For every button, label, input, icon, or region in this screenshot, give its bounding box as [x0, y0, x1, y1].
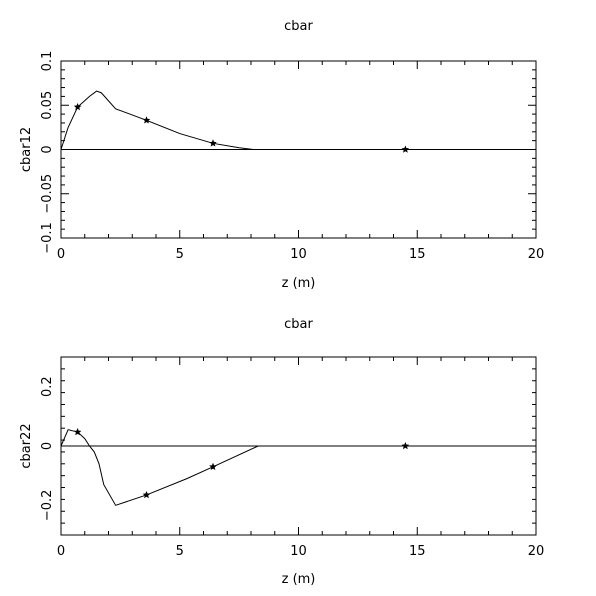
y-axis-label: cbar12	[19, 127, 34, 172]
y-tick-label: −0.05	[40, 174, 55, 214]
y-axis-label: cbar22	[19, 423, 34, 468]
series-marker	[401, 145, 410, 153]
x-tick-label: 0	[57, 544, 65, 559]
x-axis-label: z (m)	[282, 276, 316, 291]
series-marker	[401, 442, 410, 450]
series-marker	[73, 103, 82, 111]
x-tick-label: 10	[290, 544, 307, 559]
y-tick-label: −0.2	[40, 490, 55, 522]
y-tick-label: 0	[40, 145, 55, 153]
series-marker	[73, 428, 82, 436]
chart-title: cbar	[284, 19, 313, 34]
x-axis-label: z (m)	[282, 572, 316, 587]
chart-1: cbar 0 5 10 15 20 −0.1 −0.05 0 0.05 0.1 z (m) cbar12	[19, 19, 544, 291]
y-tick-label: 0.2	[40, 376, 55, 397]
y-tick-label: 0	[40, 442, 55, 450]
x-tick-label: 5	[176, 544, 184, 559]
series-line-1	[60, 429, 536, 506]
x-tick-label: 15	[409, 247, 426, 262]
x-tick-label: 0	[57, 247, 65, 262]
series-line-1	[60, 90, 254, 150]
chart-title: cbar	[284, 317, 313, 332]
x-tick-label: 15	[409, 544, 426, 559]
y-tick-label: −0.1	[40, 222, 55, 254]
y-tick-label: 0.1	[40, 51, 55, 72]
x-tick-label: 20	[528, 247, 545, 262]
series-marker	[142, 116, 151, 124]
y-tick-label: 0.05	[40, 91, 55, 120]
chart-2: cbar 0 5 10 15 20 −0.2 0 0.2 z (m) cbar22	[19, 317, 544, 587]
x-tick-label: 10	[290, 247, 307, 262]
series-marker	[142, 490, 151, 499]
series-marker	[209, 139, 217, 147]
x-tick-label: 5	[176, 247, 184, 262]
x-tick-label: 20	[528, 544, 545, 559]
series-marker	[209, 462, 217, 470]
